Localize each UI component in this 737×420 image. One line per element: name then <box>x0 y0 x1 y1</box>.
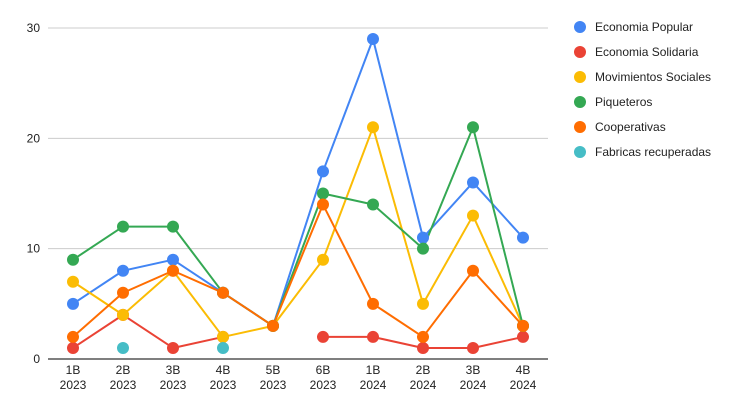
data-point <box>317 165 329 178</box>
legend-marker <box>574 121 586 133</box>
x-tick-label: 4B <box>216 363 231 377</box>
data-point <box>467 209 479 222</box>
x-tick-label: 3B <box>166 363 181 377</box>
x-tick-label: 2023 <box>110 378 137 392</box>
data-point <box>67 275 79 288</box>
legend-marker <box>574 96 586 108</box>
legend-marker <box>574 71 586 83</box>
x-tick-label: 2023 <box>310 378 337 392</box>
data-point <box>467 121 479 134</box>
x-tick-label: 5B <box>266 363 281 377</box>
x-tick-label: 2024 <box>360 378 387 392</box>
x-tick-label: 2024 <box>410 378 437 392</box>
data-point <box>167 264 179 277</box>
x-tick-label: 2023 <box>210 378 237 392</box>
data-point <box>67 253 79 266</box>
data-point <box>467 264 479 277</box>
legend-label: Cooperativas <box>595 120 666 134</box>
data-point <box>267 319 279 332</box>
x-tick-label: 2024 <box>510 378 537 392</box>
data-point <box>317 187 329 200</box>
data-point <box>417 341 429 354</box>
data-point <box>317 198 329 211</box>
data-point <box>317 330 329 343</box>
data-point <box>517 231 529 244</box>
legend-label: Movimientos Sociales <box>595 70 711 84</box>
data-point <box>117 308 129 321</box>
x-tick-label: 6B <box>316 363 331 377</box>
data-point <box>417 231 429 244</box>
series-line <box>72 126 524 338</box>
y-tick-label: 30 <box>27 21 41 35</box>
series-line <box>72 313 224 349</box>
x-tick-label: 1B <box>366 363 381 377</box>
data-point <box>217 330 229 343</box>
data-point <box>467 176 479 189</box>
y-tick-label: 0 <box>33 352 40 366</box>
data-point <box>417 330 429 343</box>
data-point <box>167 341 179 354</box>
data-point <box>167 220 179 233</box>
legend-label: Economia Solidaria <box>595 45 699 59</box>
data-point <box>417 242 429 255</box>
data-point <box>367 297 379 310</box>
x-tick-label: 2023 <box>260 378 287 392</box>
data-point <box>117 220 129 233</box>
legend-marker <box>574 46 586 58</box>
y-tick-label: 10 <box>27 242 41 256</box>
legend-label: Fabricas recuperadas <box>595 145 711 159</box>
data-point <box>117 341 129 354</box>
data-point <box>117 286 129 299</box>
data-point <box>67 330 79 343</box>
data-point <box>467 341 479 354</box>
data-point <box>367 330 379 343</box>
data-point <box>217 341 229 354</box>
data-point <box>317 253 329 266</box>
data-point <box>117 264 129 277</box>
series-line <box>72 38 524 327</box>
y-tick-label: 20 <box>27 131 41 145</box>
data-point <box>517 330 529 343</box>
legend-label: Piqueteros <box>595 95 652 109</box>
data-point <box>217 286 229 299</box>
x-tick-label: 4B <box>516 363 531 377</box>
data-point <box>367 198 379 211</box>
x-tick-label: 2B <box>116 363 131 377</box>
x-tick-label: 1B <box>66 363 81 377</box>
data-point <box>417 297 429 310</box>
x-tick-label: 3B <box>466 363 481 377</box>
data-point <box>167 253 179 266</box>
data-point <box>367 33 379 46</box>
legend-marker <box>574 146 586 158</box>
data-point <box>67 341 79 354</box>
x-tick-label: 2024 <box>460 378 487 392</box>
x-tick-label: 2023 <box>60 378 87 392</box>
x-tick-label: 2023 <box>160 378 187 392</box>
data-point <box>517 319 529 332</box>
legend-marker <box>574 21 586 33</box>
x-tick-label: 2B <box>416 363 431 377</box>
data-point <box>67 297 79 310</box>
series-line <box>72 126 524 327</box>
series-line <box>72 203 524 338</box>
legend-label: Economia Popular <box>595 20 693 34</box>
data-point <box>367 121 379 134</box>
